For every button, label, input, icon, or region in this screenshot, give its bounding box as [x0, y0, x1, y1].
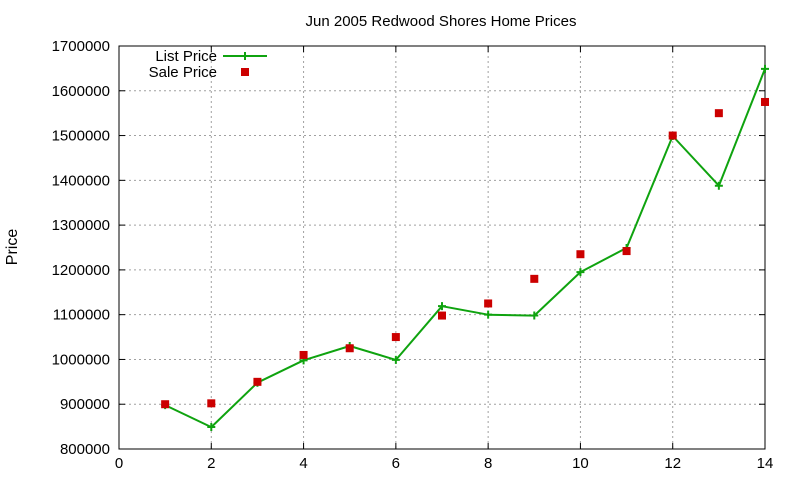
- x-tick-label: 0: [115, 455, 123, 472]
- x-tick-label: 12: [664, 455, 681, 472]
- y-tick-label: 1400000: [52, 172, 110, 189]
- sale-price-point: [345, 344, 354, 353]
- sale-price-point: [253, 377, 262, 386]
- plot-border: [118, 45, 766, 450]
- y-tick-label: 1200000: [52, 262, 110, 279]
- x-tick-label: 2: [207, 455, 215, 472]
- x-tick-labels: 0 2 4 6 8 10 12 14: [115, 455, 774, 472]
- list-price-point: [761, 64, 769, 73]
- ticks: [118, 45, 766, 450]
- sale-price-point: [761, 97, 769, 106]
- y-tick-label: 1500000: [52, 128, 110, 145]
- sale-price-point: [530, 274, 539, 283]
- series-layer: [161, 64, 769, 432]
- sale-price-point: [207, 399, 216, 408]
- list-price-point: [438, 302, 446, 311]
- list-price-point: [576, 268, 585, 277]
- grid: [119, 46, 765, 449]
- list-price-point: [530, 311, 539, 320]
- sale-price-point: [299, 350, 308, 359]
- list-price-point: [714, 181, 723, 190]
- sale-price-point: [622, 247, 631, 256]
- x-tick-label: 10: [572, 455, 589, 472]
- legend: List Price Sale Price: [149, 48, 267, 81]
- y-tick-label: 900000: [60, 396, 110, 413]
- legend-marker-list-price: [241, 52, 249, 60]
- y-tick-label: 1100000: [53, 307, 110, 324]
- list-price-point: [391, 355, 400, 364]
- sale-price-point: [714, 109, 723, 118]
- sale-price-point: [438, 311, 446, 320]
- sale-price-point: [484, 299, 493, 308]
- x-tick-label: 4: [299, 455, 307, 472]
- list-price-point: [484, 310, 493, 319]
- list-price-point: [207, 423, 216, 432]
- legend-label-sale-price: Sale Price: [149, 64, 217, 81]
- x-tick-label: 14: [757, 455, 774, 472]
- legend-marker-sale-price: [241, 68, 249, 76]
- sale-price-point: [391, 333, 400, 342]
- y-axis-label: Price: [4, 229, 21, 266]
- y-tick-label: 800000: [60, 441, 110, 458]
- x-tick-label: 8: [484, 455, 492, 472]
- y-tick-label: 1700000: [52, 38, 110, 55]
- y-tick-label: 1300000: [52, 217, 110, 234]
- x-tick-label: 6: [392, 455, 400, 472]
- sale-price-point: [161, 400, 170, 409]
- y-tick-label: 1600000: [52, 83, 110, 100]
- y-tick-label: 1000000: [52, 351, 110, 368]
- sale-price-point: [576, 250, 585, 259]
- list-price-line: [164, 68, 766, 429]
- y-tick-labels: 800000 900000 1000000 1100000 1200000 1300000…: [52, 38, 110, 458]
- sale-price-point: [668, 131, 677, 140]
- legend-label-list-price: List Price: [155, 48, 217, 65]
- chart-title: Jun 2005 Redwood Shores Home Prices: [306, 13, 577, 30]
